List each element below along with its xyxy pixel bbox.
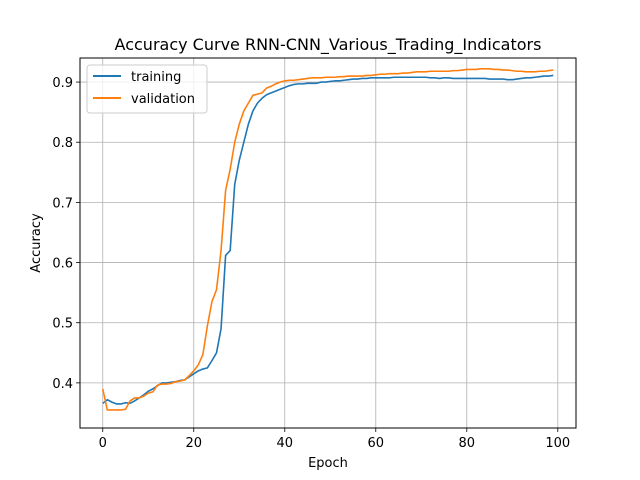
x-tick-label: 0 [99, 436, 107, 451]
y-axis-label: Accuracy [29, 213, 44, 273]
y-tick-label: 0.5 [52, 317, 73, 332]
x-tick-label: 60 [368, 436, 385, 451]
y-tick-label: 0.7 [52, 196, 73, 211]
x-tick-label: 80 [459, 436, 476, 451]
series-line-validation [101, 68, 554, 411]
y-tick-label: 0.6 [52, 257, 73, 272]
series-layer [101, 68, 554, 411]
x-tick-label: 100 [545, 436, 570, 451]
grid-layer [80, 58, 576, 428]
legend: training validation [86, 64, 208, 114]
plot-frame [79, 57, 577, 429]
y-tick-label: 0.9 [52, 76, 73, 91]
y-tick-label: 0.4 [52, 377, 73, 392]
x-tick-label: 40 [276, 436, 293, 451]
chart-title: Accuracy Curve RNN-CNN_Various_Trading_I… [115, 35, 542, 55]
y-tick-label: 0.8 [52, 136, 73, 151]
x-tick-label: 20 [185, 436, 202, 451]
ticks-layer: 0 20 40 60 80 100 0.4 0.5 0.6 0.7 0.8 0.9 [52, 76, 570, 451]
legend-label-validation: validation [131, 92, 195, 107]
x-axis-label: Epoch [308, 456, 348, 471]
legend-label-training: training [131, 70, 181, 85]
